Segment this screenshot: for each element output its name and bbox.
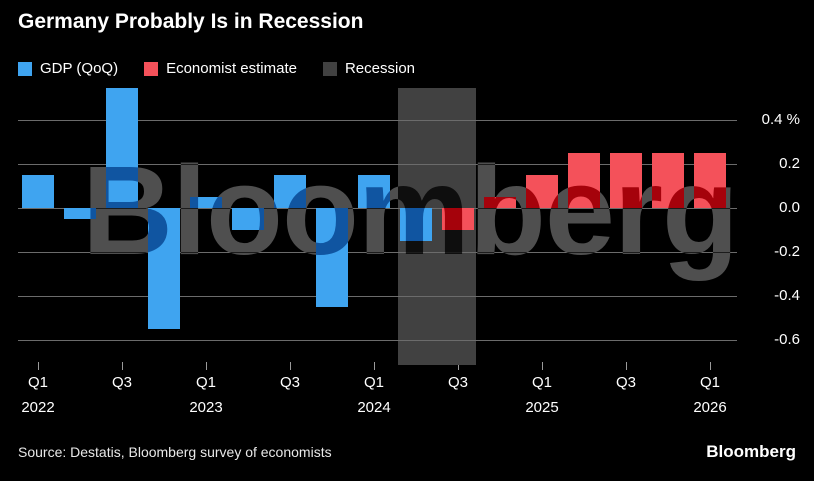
gridline-0.0 xyxy=(18,208,737,209)
chart-title: Germany Probably Is in Recession xyxy=(18,10,364,33)
legend-item-estimate: Economist estimate xyxy=(144,60,297,77)
x-axis-label-q3: Q3 xyxy=(615,374,636,391)
bar-q1-2025 xyxy=(526,175,558,208)
bar-q1-2023 xyxy=(190,197,222,208)
x-axis-label-q3: Q3 xyxy=(111,374,132,391)
gridline-0.4 xyxy=(18,296,737,297)
bar-q4-2024 xyxy=(484,197,516,208)
gridline-0.2 xyxy=(18,252,737,253)
bar-q2-2023 xyxy=(232,208,264,230)
y-axis-label-0.2: 0.2 xyxy=(779,155,800,172)
bar-q1-2026 xyxy=(694,153,726,208)
x-axis-label-q1-2024: Q1 xyxy=(363,374,384,391)
bar-q2-2024 xyxy=(400,208,432,241)
gridline-0.4 xyxy=(18,120,737,121)
x-axis-year-2022: 2022 xyxy=(21,399,55,416)
y-axis-label-0.2: -0.2 xyxy=(774,243,800,260)
legend-swatch-recession-icon xyxy=(322,61,337,76)
source-note: Source: Destatis, Bloomberg survey of ec… xyxy=(18,444,332,460)
x-axis-label-q1-2022: Q1 xyxy=(27,374,48,391)
bloomberg-logo: Bloomberg xyxy=(706,442,796,461)
x-axis-label-q3: Q3 xyxy=(279,374,300,391)
legend-label-recession: Recession xyxy=(344,60,416,77)
legend-swatch-estimate-icon xyxy=(144,61,159,76)
legend: GDP (QoQ) Economist estimate Recession xyxy=(18,60,415,77)
y-axis-label-0.4: -0.4 xyxy=(774,287,800,304)
x-axis-year-2026: 2026 xyxy=(693,399,727,416)
legend-item-gdp: GDP (QoQ) xyxy=(18,60,118,77)
legend-label-gdp: GDP (QoQ) xyxy=(40,60,119,77)
bar-q3-2025 xyxy=(610,153,642,208)
legend-label-estimate: Economist estimate xyxy=(166,60,297,77)
bar-q2-2025 xyxy=(568,153,600,208)
x-axis-label-q1-2023: Q1 xyxy=(195,374,216,391)
bar-q3-2024 xyxy=(442,208,474,230)
x-axis-year-2024: 2024 xyxy=(357,399,391,416)
bar-q4-2023 xyxy=(316,208,348,307)
x-axis-year-2025: 2025 xyxy=(525,399,559,416)
legend-swatch-gdp-icon xyxy=(18,61,32,76)
x-axis-year-2023: 2023 xyxy=(189,399,223,416)
gridline-0.2 xyxy=(18,164,737,165)
bar-q1-2024 xyxy=(358,175,390,208)
bar-q1-2022 xyxy=(22,175,54,208)
bar-q3-2022 xyxy=(106,88,138,208)
y-axis-label-0.0: 0.0 xyxy=(779,199,800,216)
y-axis-label-0.6: -0.6 xyxy=(774,331,800,348)
legend-item-recession: Recession xyxy=(322,60,416,77)
x-axis-label-q1-2026: Q1 xyxy=(699,374,720,391)
x-axis-label-q3: Q3 xyxy=(447,374,468,391)
y-axis-label-0.4: 0.4 % xyxy=(761,111,800,128)
plot-area xyxy=(18,88,737,365)
bar-q4-2025 xyxy=(652,153,684,208)
bar-q3-2023 xyxy=(274,175,306,208)
x-axis-label-q1-2025: Q1 xyxy=(531,374,552,391)
bar-q4-2022 xyxy=(148,208,180,329)
bar-q2-2022 xyxy=(64,208,96,219)
gridline-0.6 xyxy=(18,340,737,341)
